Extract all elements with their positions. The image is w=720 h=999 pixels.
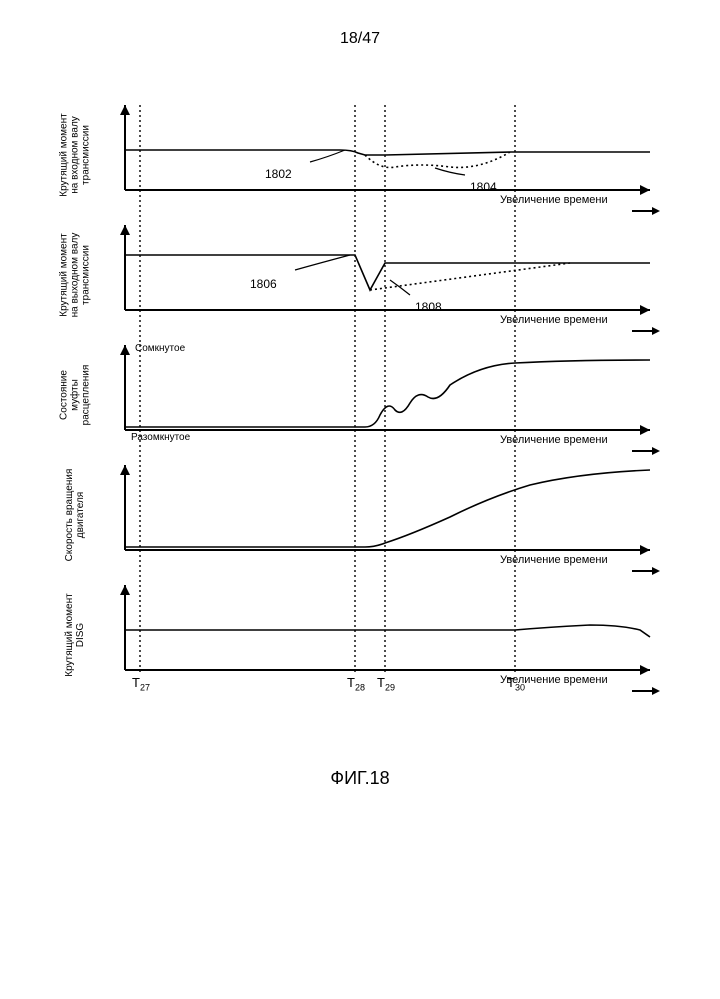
y-axis-label-text: Состояние муфты расцепления [59,335,92,455]
chart-input-torque: Крутящий момент на входном валу трансмис… [40,95,680,215]
leader-line [435,168,465,175]
plot-area: Увеличение времени Сомкнутое Разомкнутое [110,335,680,455]
time-marker-label: T27 [132,675,150,693]
x-axis-label: Увеличение времени [500,314,608,326]
chart-engine-speed: Скорость вращения двигателя Увеличение в… [40,455,680,575]
y-axis-label-text: Скорость вращения двигателя [64,455,86,575]
figure-caption: ФИГ.18 [330,768,389,789]
page-number: 18/47 [340,30,380,48]
y-axis-label-text: Крутящий момент на выходном валу трансми… [59,215,92,335]
y-top-state-label: Сомкнутое [135,343,185,354]
y-axis-label-text: Крутящий момент DISG [64,575,86,695]
plot-area: Увеличение времени [110,455,680,575]
y-axis-label: Крутящий момент DISG [40,575,110,695]
annotation-label: 1808 [415,300,442,314]
annotation-label: 1804 [470,180,497,194]
page: 18/47 Крутящий момент на входном валу тр… [0,0,720,999]
curve-dotted [370,263,570,290]
leader-line [390,280,410,295]
curve-solid [125,255,650,290]
y-axis-label-text: Крутящий момент на входном валу трансмис… [59,95,92,215]
y-axis-label: Крутящий момент на выходном валу трансми… [40,215,110,335]
time-marker-label: T30 [507,675,525,693]
time-axis-labels: T27 T28 T29 T30 [110,675,670,700]
curve-solid [125,625,650,637]
charts-container: Крутящий момент на входном валу трансмис… [40,95,680,695]
x-axis-label: Увеличение времени [500,554,608,566]
x-axis-label: Увеличение времени [500,434,608,446]
annotation-label: 1802 [265,167,292,181]
leader-line [295,255,350,270]
plot-area: 1802 1804 Увеличение времени [110,95,680,215]
curve-solid [125,360,650,427]
curve-solid [125,470,650,547]
y-axis-label: Скорость вращения двигателя [40,455,110,575]
time-marker-label: T28 [347,675,365,693]
chart-output-torque: Крутящий момент на выходном валу трансми… [40,215,680,335]
chart-clutch-state: Состояние муфты расцепления Увеличение в… [40,335,680,455]
leader-line [310,150,345,162]
plot-area: 1806 1808 Увеличение времени [110,215,680,335]
y-bottom-state-label: Разомкнутое [131,432,190,443]
annotation-label: 1806 [250,277,277,291]
x-axis-label: Увеличение времени [500,194,608,206]
y-axis-label: Состояние муфты расцепления [40,335,110,455]
curve-solid [125,150,650,155]
time-marker-label: T29 [377,675,395,693]
y-axis-label: Крутящий момент на входном валу трансмис… [40,95,110,215]
